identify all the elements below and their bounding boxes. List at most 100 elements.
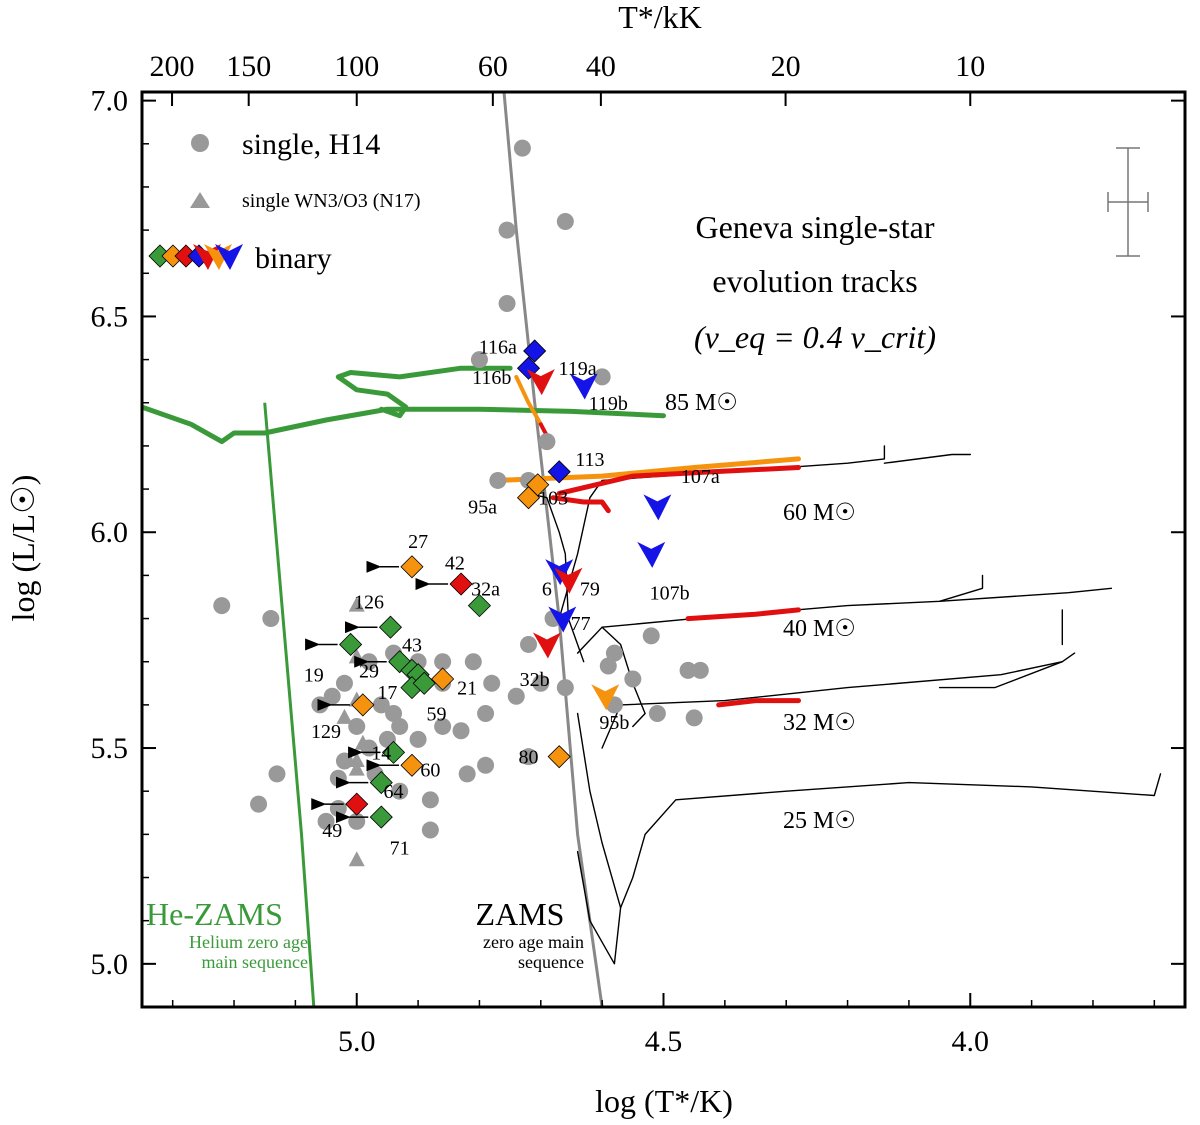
track-ms32 bbox=[576, 712, 622, 909]
mass-label-40: 40 M☉ bbox=[783, 616, 856, 642]
single-star-point bbox=[477, 705, 495, 723]
binary-label: 95a bbox=[468, 496, 497, 518]
single-star-point bbox=[691, 661, 709, 679]
binary-triangle bbox=[591, 684, 620, 711]
top-tick-label: 10 bbox=[955, 50, 985, 83]
single-star-point bbox=[409, 730, 427, 748]
binary-label: 60 bbox=[420, 760, 440, 782]
single-star-point bbox=[268, 765, 286, 783]
top-tick-label: 100 bbox=[334, 50, 379, 83]
y-tick-label: 5.0 bbox=[91, 948, 129, 981]
binary-label: 129 bbox=[311, 721, 341, 743]
legend-triangle-label: single WN3/O3 (N17) bbox=[242, 190, 421, 212]
single-star-point bbox=[464, 653, 482, 671]
single-star-point bbox=[421, 821, 439, 839]
track-40r bbox=[685, 607, 801, 622]
track-40b bbox=[938, 587, 1113, 602]
legend-single-marker bbox=[191, 134, 209, 152]
legend-triangle-marker bbox=[190, 192, 210, 208]
single-star-point bbox=[498, 294, 516, 312]
binary-label: 49 bbox=[322, 820, 342, 842]
binary-label: 6 bbox=[542, 578, 552, 600]
mass-label-25: 25 M☉ bbox=[783, 808, 856, 834]
mass-label-85: 85 M☉ bbox=[665, 390, 738, 416]
mass-label-32: 32 M☉ bbox=[783, 710, 856, 736]
single-star-point bbox=[648, 705, 666, 723]
single-wn3-triangle bbox=[348, 596, 365, 612]
binary-label: 14 bbox=[371, 742, 391, 764]
binary-label: 80 bbox=[519, 747, 539, 769]
single-star-point bbox=[477, 756, 495, 774]
binary-label: 116a bbox=[479, 337, 517, 359]
single-star-point bbox=[556, 679, 574, 697]
tracks-layer bbox=[142, 92, 1162, 1007]
plot-frame bbox=[140, 90, 1187, 1009]
single-star-point bbox=[685, 709, 703, 727]
single-star-point bbox=[372, 696, 390, 714]
binary-label: 59 bbox=[426, 704, 446, 726]
points-layer bbox=[213, 139, 709, 867]
single-star-point bbox=[489, 471, 507, 489]
track-60b bbox=[883, 453, 971, 464]
single-star-point bbox=[311, 696, 329, 714]
y-tick-label: 7.0 bbox=[91, 85, 129, 118]
single-star-point bbox=[520, 748, 538, 766]
top-tick-label: 40 bbox=[586, 50, 616, 83]
single-star-point bbox=[538, 433, 556, 451]
binary-diamond bbox=[412, 671, 436, 695]
track-60o bbox=[495, 456, 801, 483]
binary-label: 42 bbox=[445, 552, 465, 574]
track-32r bbox=[716, 698, 801, 708]
point-labels-layer: 116a 116b 119a 119b 113 107a 103 95a 107b 6 79 77 32… bbox=[304, 337, 720, 860]
he-zams-line bbox=[263, 402, 316, 1007]
single-star-point bbox=[507, 687, 525, 705]
binary-diamond bbox=[516, 486, 541, 510]
binary-label: 107a bbox=[681, 466, 720, 488]
binary-label: 32a bbox=[471, 578, 500, 600]
single-star-point bbox=[556, 212, 574, 230]
track-ms25 bbox=[576, 850, 622, 965]
single-star-point bbox=[458, 765, 476, 783]
binary-diamond bbox=[345, 792, 369, 816]
single-star-point bbox=[434, 717, 452, 735]
single-star-point bbox=[452, 722, 470, 740]
binary-label: 29 bbox=[359, 660, 379, 682]
binary-triangle bbox=[532, 632, 561, 659]
binary-label: 95b bbox=[599, 712, 629, 734]
binary-triangle bbox=[554, 567, 583, 594]
top-axis-title: T*/kK bbox=[618, 0, 702, 35]
single-star-point bbox=[391, 782, 409, 800]
binary-label: 21 bbox=[457, 678, 477, 700]
zams-line bbox=[502, 92, 604, 1007]
single-star-point bbox=[329, 769, 347, 787]
top-tick-label: 200 bbox=[150, 50, 195, 83]
top-tick-label: 150 bbox=[226, 50, 271, 83]
x-tick-label: 4.0 bbox=[952, 1025, 990, 1058]
binary-triangle bbox=[643, 494, 672, 521]
binary-diamond bbox=[369, 771, 393, 795]
binary-diamond bbox=[523, 339, 547, 363]
single-star-point bbox=[213, 597, 231, 615]
track-85 bbox=[142, 404, 666, 445]
binary-label: 32b bbox=[520, 669, 550, 691]
binary-label: 19 bbox=[304, 665, 324, 687]
top-tick-label: 60 bbox=[478, 50, 508, 83]
binary-diamond bbox=[400, 753, 424, 777]
single-star-point bbox=[385, 705, 403, 723]
binary-triangle bbox=[569, 373, 598, 400]
single-star-point bbox=[624, 670, 642, 688]
single-star-point bbox=[599, 657, 617, 675]
single-star-point bbox=[335, 674, 353, 692]
binary-label: 116b bbox=[472, 367, 511, 389]
annotation-line3: (v_eq = 0.4 v_crit) bbox=[694, 319, 936, 355]
binary-diamond bbox=[400, 555, 424, 579]
binary-diamond bbox=[378, 615, 403, 639]
axes-layer: 5.0 4.5 4.0 5.0 5.5 6.0 6.5 7.0 200 150 100 60 40 20 1… bbox=[91, 50, 1185, 1058]
single-star-point bbox=[250, 795, 268, 813]
binary-label: 27 bbox=[408, 531, 428, 553]
zams-label: ZAMS bbox=[476, 896, 565, 932]
binary-triangle bbox=[526, 369, 555, 396]
binary-label: 126 bbox=[354, 591, 384, 613]
legend-binary-label: binary bbox=[255, 242, 332, 275]
